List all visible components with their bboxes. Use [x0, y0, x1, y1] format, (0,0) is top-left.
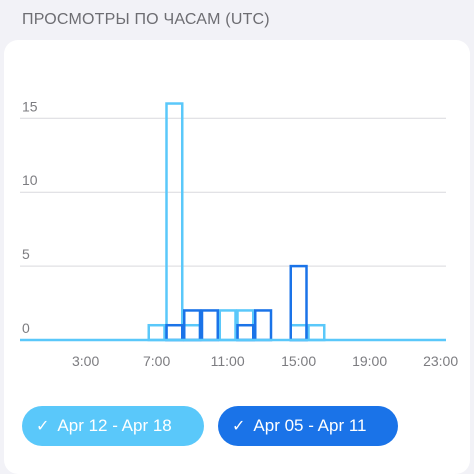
legend: ✓ Apr 12 - Apr 18 ✓ Apr 05 - Apr 11	[22, 406, 398, 446]
legend-label: Apr 12 - Apr 18	[57, 416, 172, 435]
x-tick-label: 7:00	[143, 353, 170, 369]
y-tick-label: 5	[22, 246, 30, 262]
bar-apr05-apr11	[254, 309, 273, 342]
x-tick-label: 15:00	[281, 353, 316, 369]
legend-toggle-apr05-apr11[interactable]: ✓ Apr 05 - Apr 11	[218, 406, 398, 446]
y-tick-label: 0	[22, 320, 30, 336]
axis-layer: 0 5 10 15 3:00 7:00 11:00 15:00 19:00 23:00	[20, 98, 458, 369]
x-tick-label: 23:00	[423, 353, 458, 369]
bar-apr12-apr18	[183, 323, 202, 342]
series-layer	[147, 102, 326, 342]
chart-card	[4, 40, 470, 474]
bar-apr05-apr11	[289, 264, 308, 342]
x-tick-label: 19:00	[352, 353, 387, 369]
bar-apr05-apr11	[236, 323, 255, 342]
legend-label: Apr 05 - Apr 11	[253, 416, 367, 435]
bar-apr12-apr18	[289, 323, 308, 342]
bar-apr12-apr18	[218, 309, 237, 342]
checkmark-icon: ✓	[232, 418, 246, 435]
checkmark-icon: ✓	[36, 418, 50, 435]
x-tick-label: 11:00	[211, 353, 245, 369]
grid-layer	[20, 117, 446, 267]
bar-apr05-apr11	[165, 323, 184, 342]
bar-apr05-apr11	[200, 309, 219, 342]
x-tick-label: 3:00	[72, 353, 99, 369]
y-tick-label: 10	[22, 172, 38, 188]
y-tick-label: 15	[22, 98, 38, 114]
bar-apr12-apr18	[165, 102, 184, 342]
page-title: ПРОСМОТРЫ ПО ЧАСАМ (UTC)	[22, 11, 270, 28]
bar-apr12-apr18	[147, 323, 166, 342]
bar-apr12-apr18	[307, 323, 326, 342]
legend-toggle-apr12-apr18[interactable]: ✓ Apr 12 - Apr 18	[22, 406, 204, 446]
